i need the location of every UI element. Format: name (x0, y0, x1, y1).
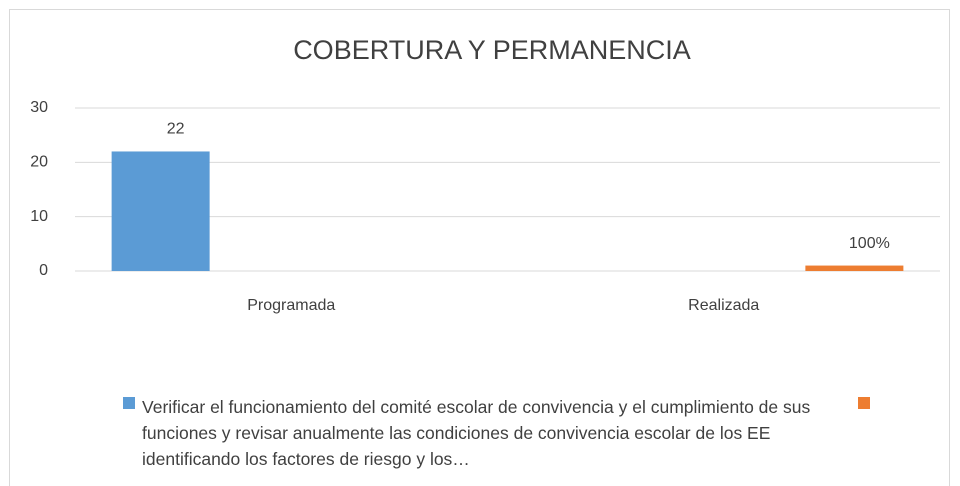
y-tick-label: 0 (39, 262, 48, 279)
data-label: 22 (167, 121, 185, 138)
chart-border (9, 9, 950, 486)
x-tick-label: Realizada (688, 297, 759, 314)
legend-label: Verificar el funcionamiento del comité e… (142, 397, 811, 469)
bar (805, 265, 904, 271)
x-tick-label: Programada (247, 297, 335, 314)
data-label: 100% (849, 235, 890, 252)
bar (111, 151, 210, 271)
y-tick-label: 30 (30, 99, 48, 116)
legend-swatch (858, 397, 870, 409)
legend-swatch (123, 397, 135, 409)
y-tick-label: 20 (30, 154, 48, 171)
y-tick-label: 10 (30, 208, 48, 225)
chart-title: COBERTURA Y PERMANENCIA (293, 35, 691, 65)
